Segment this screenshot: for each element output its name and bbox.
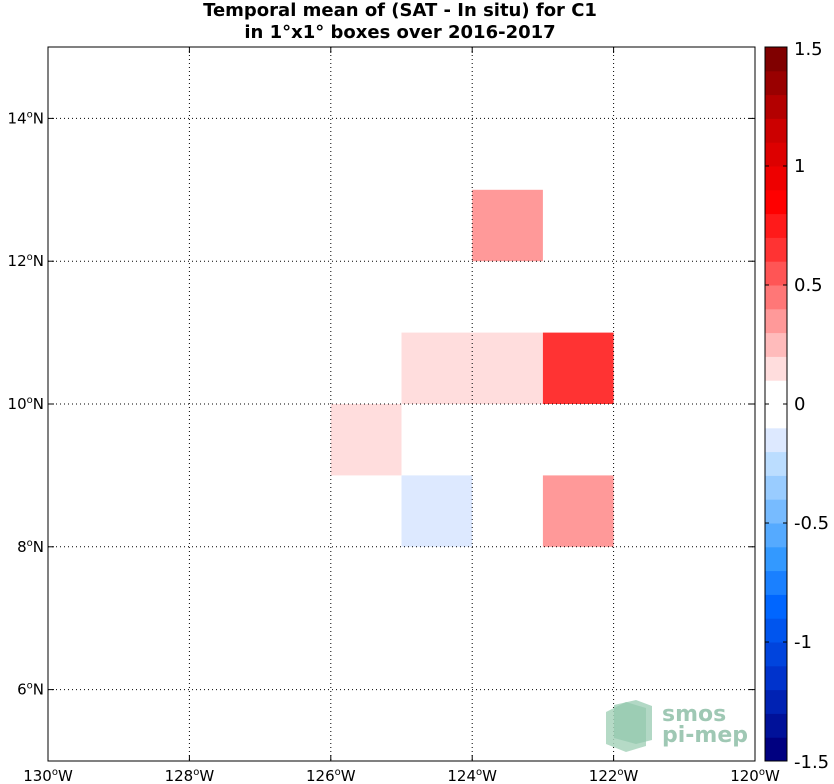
colorbar-swatch: [765, 570, 787, 595]
heatmap-cell: [472, 189, 543, 262]
colorbar-swatch: [765, 142, 787, 167]
smos-pimep-logo: smos pi-mep: [606, 700, 748, 752]
colorbar-swatch: [765, 642, 787, 667]
y-tick-label: 12oN: [8, 252, 44, 270]
colorbar-tick-label: 0: [794, 394, 805, 415]
colorbar-swatch: [765, 380, 787, 405]
colorbar-swatch: [765, 618, 787, 643]
colorbar: 1.5 1 0.5 0 -0.5 -1 -1.5: [764, 39, 829, 773]
colorbar-swatch: [765, 451, 787, 476]
colorbar-swatch: [765, 261, 787, 286]
colorbar-swatch: [765, 737, 787, 762]
colorbar-tick-label: 1.5: [794, 39, 823, 60]
colorbar-swatch: [765, 499, 787, 524]
heatmap-cell: [472, 332, 543, 404]
heatmap-cell: [542, 475, 614, 547]
heatmap-cell: [330, 404, 402, 476]
heatmap-cell: [401, 475, 473, 547]
x-tick-label: 122oW: [589, 767, 639, 784]
colorbar-swatch: [765, 285, 787, 310]
logo-icon-layer: [614, 700, 652, 744]
x-tick-label: 120oW: [730, 767, 780, 784]
y-tick-label: 10oN: [8, 395, 44, 413]
chart-subtitle: in 1°x1° boxes over 2016-2017: [244, 22, 555, 43]
y-tick-label: 6oN: [17, 681, 44, 699]
logo-text-line1: smos: [662, 702, 726, 727]
colorbar-swatch: [765, 189, 787, 215]
heatmap-cell: [401, 332, 473, 404]
x-tick-label: 126oW: [306, 767, 356, 784]
colorbar-tick-label: 1: [794, 156, 805, 177]
colorbar-swatch: [765, 356, 787, 381]
x-tick-label: 128oW: [165, 767, 215, 784]
colorbar-swatch: [765, 475, 787, 500]
colorbar-swatch: [765, 713, 787, 738]
y-tick-label: 8oN: [17, 538, 44, 556]
plot-area: 130oW 128oW 126oW 124oW 122oW 120oW 6oN 8oN 10oN…: [8, 46, 780, 784]
colorbar-tick-label: -0.5: [794, 513, 829, 534]
y-tick-label: 14oN: [8, 109, 44, 127]
colorbar-swatch: [765, 308, 787, 334]
colorbar-swatch: [765, 70, 787, 96]
colorbar-swatch: [765, 523, 787, 548]
x-tick-label: 124oW: [447, 767, 497, 784]
logo-text-line2: pi-mep: [662, 723, 748, 748]
colorbar-tick-label: 0.5: [794, 275, 823, 296]
colorbar-swatch: [765, 427, 787, 453]
chart-title: Temporal mean of (SAT - In situ) for C1: [203, 0, 597, 21]
colorbar-swatch: [765, 594, 787, 619]
colorbar-swatch: [765, 118, 787, 143]
heatmap-cell: [542, 332, 614, 404]
colorbar-tick-label: -1.5: [794, 752, 829, 773]
colorbar-swatch: [765, 237, 787, 262]
colorbar-swatch: [765, 404, 787, 429]
colorbar-swatch: [765, 166, 787, 191]
x-tick-label: 130oW: [23, 767, 73, 784]
colorbar-swatch: [765, 94, 787, 119]
colorbar-swatch: [765, 213, 787, 238]
colorbar-swatch: [765, 546, 787, 572]
colorbar-swatch: [765, 665, 787, 691]
colorbar-swatch: [765, 47, 787, 72]
colorbar-swatch: [765, 689, 787, 714]
colorbar-tick-label: -1: [794, 632, 812, 653]
colorbar-swatch: [765, 332, 787, 357]
